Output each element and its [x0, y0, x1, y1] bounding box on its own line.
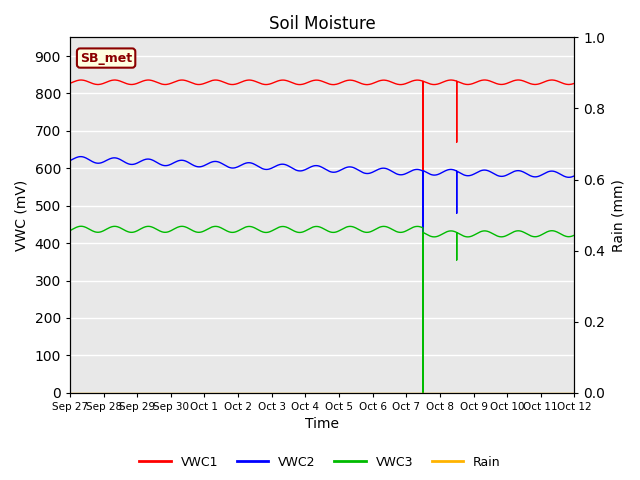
Legend: VWC1, VWC2, VWC3, Rain: VWC1, VWC2, VWC3, Rain — [134, 451, 506, 474]
Text: SB_met: SB_met — [80, 51, 132, 64]
Y-axis label: VWC (mV): VWC (mV) — [15, 180, 29, 251]
Title: Soil Moisture: Soil Moisture — [269, 15, 376, 33]
X-axis label: Time: Time — [305, 418, 339, 432]
Y-axis label: Rain (mm): Rain (mm) — [611, 179, 625, 252]
